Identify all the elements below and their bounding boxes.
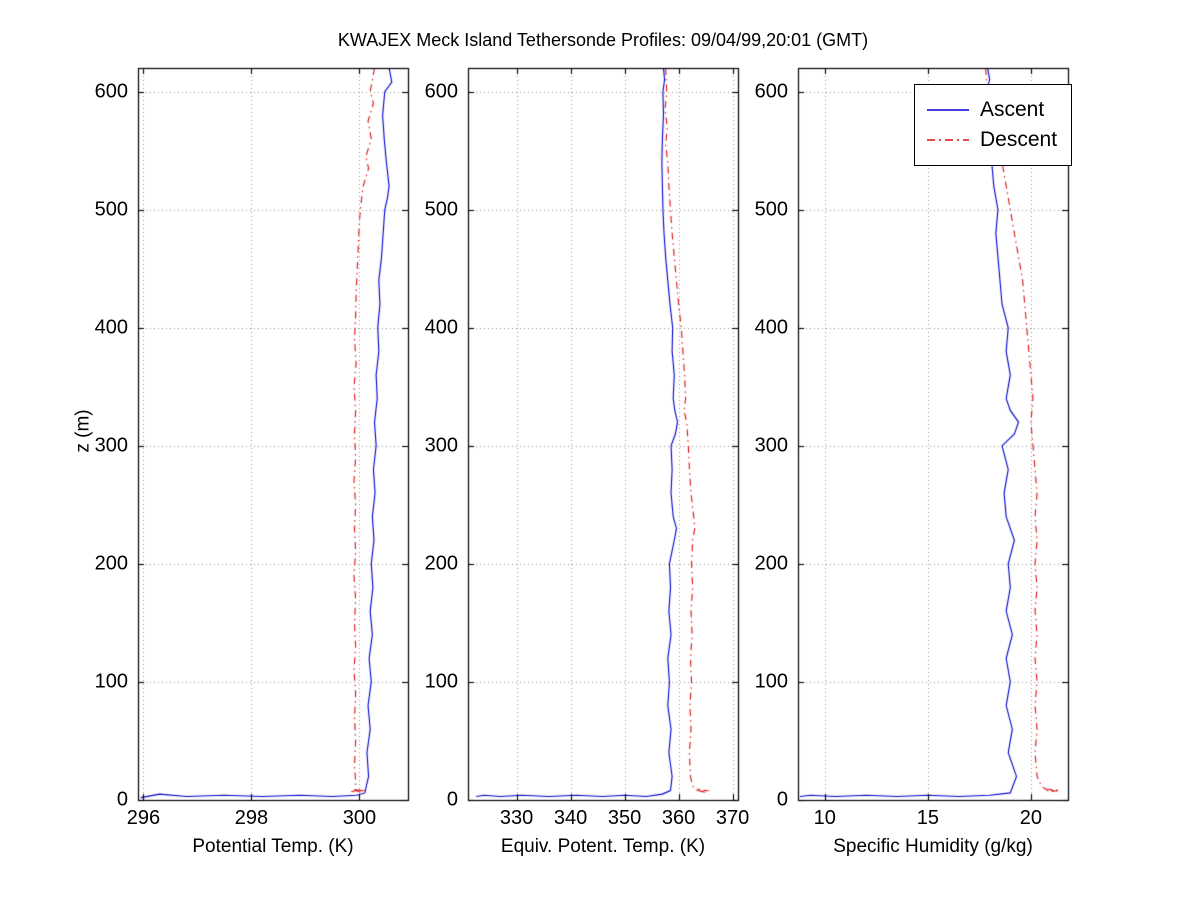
y-tick-label: 300 — [94, 434, 128, 457]
y-tick-label: 600 — [94, 80, 128, 103]
descent-line-sample-icon — [927, 139, 969, 141]
y-tick-label: 400 — [754, 316, 788, 339]
y-tick-label: 600 — [754, 80, 788, 103]
legend-entry-descent: Descent — [925, 125, 1057, 155]
chart-title: KWAJEX Meck Island Tethersonde Profiles:… — [337, 30, 869, 50]
x-axis-label-potential-temp: Potential Temp. (K) — [192, 836, 354, 857]
y-tick-label: 100 — [94, 670, 128, 693]
x-tick-label: 330 — [499, 807, 534, 829]
y-tick-label: 400 — [94, 316, 128, 339]
y-tick-label: 500 — [94, 198, 128, 221]
y-tick-label: 500 — [754, 198, 788, 221]
y-tick-label: 200 — [754, 552, 788, 575]
y-tick-label: 600 — [424, 80, 458, 103]
x-tick-label: 340 — [553, 807, 588, 829]
x-tick-label: 300 — [342, 807, 377, 829]
y-tick-label: 0 — [446, 788, 458, 811]
y-tick-label: 200 — [424, 552, 458, 575]
legend: Ascent Descent — [914, 84, 1073, 166]
x-tick-label: 360 — [661, 807, 696, 829]
y-tick-label: 100 — [754, 670, 788, 693]
legend-entry-ascent: Ascent — [925, 95, 1057, 125]
y-tick-label: 0 — [776, 788, 788, 811]
y-tick-label: 300 — [424, 434, 458, 457]
y-tick-label: 500 — [424, 198, 458, 221]
x-tick-label: 10 — [813, 807, 836, 829]
x-tick-label: 370 — [715, 807, 750, 829]
x-tick-label: 298 — [234, 807, 269, 829]
x-tick-label: 350 — [607, 807, 642, 829]
y-tick-label: 300 — [754, 434, 788, 457]
y-tick-label: 400 — [424, 316, 458, 339]
x-tick-label: 20 — [1019, 807, 1043, 829]
x-axis-label-equiv-potent-temp: Equiv. Potent. Temp. (K) — [500, 836, 706, 857]
x-tick-label: 296 — [126, 807, 161, 829]
legend-label-descent: Descent — [980, 128, 1058, 151]
legend-label-ascent: Ascent — [980, 98, 1045, 121]
y-tick-label: 0 — [116, 788, 128, 811]
x-axis-label-specific-humidity: Specific Humidity (g/kg) — [833, 836, 1033, 857]
y-tick-label: 100 — [424, 670, 458, 693]
x-tick-label: 15 — [916, 807, 939, 829]
ascent-line-sample-icon — [927, 109, 969, 111]
y-tick-label: 200 — [94, 552, 128, 575]
